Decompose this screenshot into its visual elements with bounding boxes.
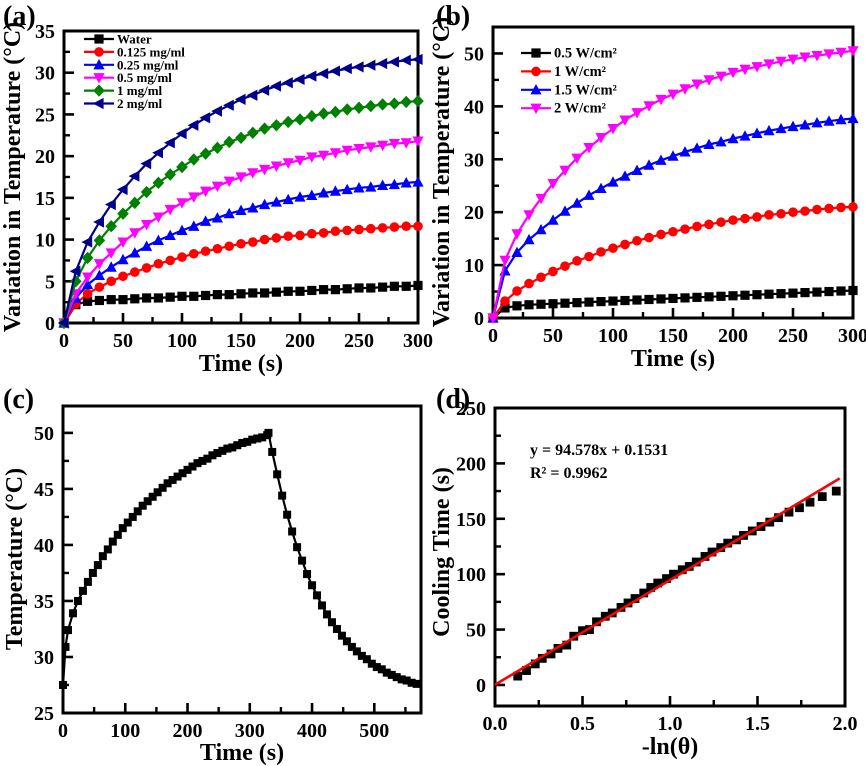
svg-text:250: 250 bbox=[456, 398, 486, 420]
svg-text:200: 200 bbox=[285, 330, 315, 352]
svg-text:1.5 W/cm²: 1.5 W/cm² bbox=[554, 82, 617, 98]
svg-text:Water: Water bbox=[117, 32, 152, 47]
svg-text:500: 500 bbox=[359, 720, 389, 742]
svg-text:2.0: 2.0 bbox=[833, 713, 858, 735]
svg-text:200: 200 bbox=[718, 325, 748, 347]
panel-b: (b) 0 50 100 150 200 250 300 0 10 20 30 40 50 Time (s… bbox=[429, 0, 866, 383]
svg-text:0: 0 bbox=[476, 675, 486, 697]
svg-text:0.25 mg/ml: 0.25 mg/ml bbox=[117, 57, 179, 72]
svg-text:0.0: 0.0 bbox=[483, 713, 508, 735]
svg-text:50: 50 bbox=[113, 330, 133, 352]
svg-text:40: 40 bbox=[34, 535, 54, 557]
svg-text:0.5: 0.5 bbox=[570, 713, 595, 735]
svg-text:45: 45 bbox=[34, 479, 54, 501]
svg-text:35: 35 bbox=[35, 21, 55, 43]
svg-text:50: 50 bbox=[543, 325, 563, 347]
svg-text:250: 250 bbox=[344, 330, 374, 352]
svg-text:200: 200 bbox=[173, 720, 203, 742]
panel-d-label: (d) bbox=[436, 384, 471, 415]
svg-text:150: 150 bbox=[456, 509, 486, 531]
svg-text:1 mg/ml: 1 mg/ml bbox=[117, 83, 163, 98]
svg-text:0: 0 bbox=[45, 313, 55, 335]
svg-text:50: 50 bbox=[466, 620, 486, 642]
svg-text:150: 150 bbox=[226, 330, 256, 352]
svg-text:0: 0 bbox=[488, 325, 498, 347]
svg-text:20: 20 bbox=[464, 202, 484, 224]
svg-text:10: 10 bbox=[35, 230, 55, 252]
svg-text:50: 50 bbox=[34, 423, 54, 445]
panel-c-label: (c) bbox=[3, 384, 35, 415]
panel-c-chart: 0 100 200 300 400 500 25 30 35 40 45 50 Time (s) Temp… bbox=[2, 404, 423, 766]
svg-text:250: 250 bbox=[778, 325, 808, 347]
svg-text:1.0: 1.0 bbox=[658, 713, 683, 735]
svg-text:400: 400 bbox=[297, 720, 327, 742]
svg-text:Cooling Time (s): Cooling Time (s) bbox=[429, 467, 455, 637]
svg-text:1 W/cm²: 1 W/cm² bbox=[554, 64, 606, 80]
svg-text:20: 20 bbox=[35, 146, 55, 168]
svg-text:100: 100 bbox=[598, 325, 628, 347]
svg-text:300: 300 bbox=[235, 720, 265, 742]
svg-text:0.5 W/cm²: 0.5 W/cm² bbox=[554, 46, 617, 62]
svg-text:-ln(θ): -ln(θ) bbox=[642, 734, 699, 760]
svg-text:Variation in Temperature (°C): Variation in Temperature (°C) bbox=[0, 22, 26, 332]
svg-text:Time (s): Time (s) bbox=[200, 740, 284, 766]
svg-text:35: 35 bbox=[34, 591, 54, 613]
svg-text:150: 150 bbox=[658, 325, 688, 347]
svg-text:y = 94.578x + 0.1531: y = 94.578x + 0.1531 bbox=[530, 442, 668, 459]
svg-text:200: 200 bbox=[456, 453, 486, 475]
svg-text:25: 25 bbox=[34, 703, 54, 725]
svg-text:25: 25 bbox=[35, 104, 55, 126]
svg-text:50: 50 bbox=[464, 43, 484, 65]
panel-b-chart: 0 50 100 150 200 250 300 0 10 20 30 40 50 Time (s) Var… bbox=[429, 17, 866, 372]
svg-text:0.5 mg/ml: 0.5 mg/ml bbox=[117, 70, 172, 85]
svg-text:30: 30 bbox=[34, 647, 54, 669]
svg-text:Variation in Temperature (°C): Variation in Temperature (°C) bbox=[429, 17, 455, 327]
svg-text:100: 100 bbox=[167, 330, 197, 352]
svg-text:0: 0 bbox=[59, 330, 69, 352]
svg-text:100: 100 bbox=[456, 564, 486, 586]
svg-text:300: 300 bbox=[403, 330, 433, 352]
svg-text:15: 15 bbox=[35, 188, 55, 210]
svg-text:2 mg/ml: 2 mg/ml bbox=[117, 96, 163, 111]
panel-a-label: (a) bbox=[3, 1, 36, 32]
svg-text:1.5: 1.5 bbox=[745, 713, 770, 735]
svg-text:100: 100 bbox=[110, 720, 140, 742]
svg-text:Time (s): Time (s) bbox=[199, 351, 283, 377]
panel-d: (d) 0.0 0.5 1.0 1.5 2.0 0 50 100 150 200 250 -ln(θ)… bbox=[429, 383, 866, 766]
svg-text:40: 40 bbox=[464, 96, 484, 118]
svg-text:Temperature (°C): Temperature (°C) bbox=[2, 468, 28, 650]
svg-text:300: 300 bbox=[838, 325, 866, 347]
svg-text:0: 0 bbox=[474, 308, 484, 330]
svg-text:Time (s): Time (s) bbox=[631, 346, 715, 372]
panel-d-chart: 0.0 0.5 1.0 1.5 2.0 0 50 100 150 200 250 -ln(θ) Cool… bbox=[429, 398, 858, 760]
svg-text:2 W/cm²: 2 W/cm² bbox=[554, 101, 606, 117]
panel-a-chart: 0 50 100 150 200 250 300 0 5 10 15 20 25 30 35 Time (s)… bbox=[0, 21, 433, 377]
svg-text:30: 30 bbox=[35, 63, 55, 85]
svg-text:30: 30 bbox=[464, 149, 484, 171]
svg-text:R² = 0.9962: R² = 0.9962 bbox=[530, 465, 607, 482]
panel-a: (a) 0 50 100 150 200 250 300 0 5 10 15 20 25 30 35 Time… bbox=[0, 0, 433, 383]
svg-text:0: 0 bbox=[58, 720, 68, 742]
panel-c: (c) 0 100 200 300 400 500 25 30 35 40 45 50 Time (s)… bbox=[0, 383, 433, 766]
svg-text:0.125 mg/ml: 0.125 mg/ml bbox=[117, 44, 185, 59]
svg-text:5: 5 bbox=[45, 271, 55, 293]
svg-text:10: 10 bbox=[464, 255, 484, 277]
panel-b-label: (b) bbox=[436, 1, 471, 32]
